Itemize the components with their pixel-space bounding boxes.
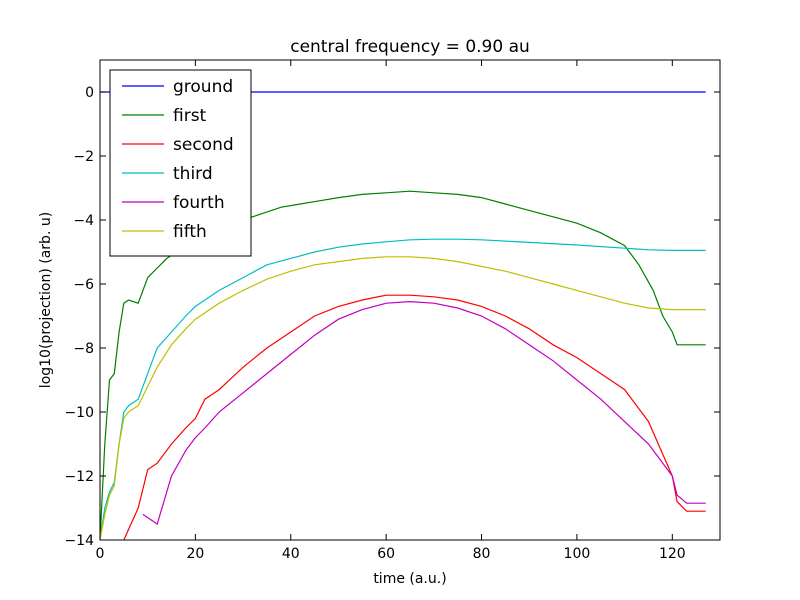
y-tick-label: −4 [73,213,94,229]
series-lines [100,91,706,540]
y-tick-label: −14 [64,533,94,549]
y-tick-label: −2 [73,149,94,165]
legend: ground first second third fourth fifth [109,69,252,257]
x-tick-label: 60 [377,546,395,562]
series-line-second [123,294,706,540]
series-line-fifth [100,256,706,540]
legend-label-fourth: fourth [173,193,225,213]
legend-label-first: first [173,106,207,126]
x-tick-label: 40 [282,546,300,562]
x-axis-label: time (a.u.) [373,571,446,587]
axes: 0 20 40 60 80 100 120 −14 −12 −10 −8 −6 −4 −2 0 [64,59,721,562]
legend-label-second: second [173,135,234,155]
series-line-fourth [142,300,706,525]
x-tick-label: 120 [659,546,686,562]
legend-label-fifth: fifth [173,222,207,242]
legend-label-third: third [173,164,213,184]
series-line-third [100,238,706,540]
x-tick-label: 20 [186,546,204,562]
x-tick-label: 0 [96,546,105,562]
y-tick-label: −8 [73,341,94,357]
plot-area [100,91,706,540]
y-tick-label: 0 [85,85,94,101]
y-tick-label: −10 [64,405,94,421]
plot-frame [99,59,721,541]
x-tick-label: 100 [564,546,591,562]
y-axis-label: log10(projection) (arb. u) [38,212,54,388]
legend-label-ground: ground [173,77,233,97]
y-tick-label: −6 [73,277,94,293]
chart-title: central frequency = 0.90 au [290,37,530,57]
x-tick-label: 80 [473,546,491,562]
legend-box [109,69,252,257]
y-tick-label: −12 [64,469,94,485]
